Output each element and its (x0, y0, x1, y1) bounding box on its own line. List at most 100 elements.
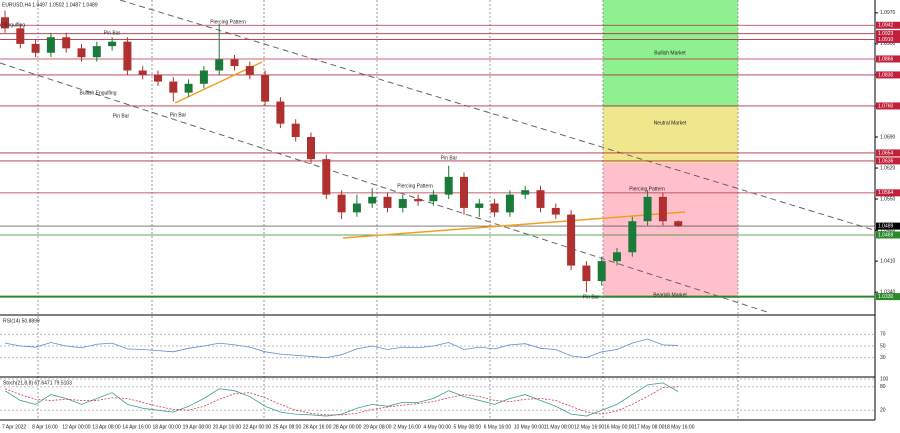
x-tick-label: 20 Apr 16:00 (213, 424, 242, 430)
candle-body (490, 203, 499, 213)
x-tick-label: 26 Apr 16:00 (303, 424, 332, 430)
annotation: Pin Bar (104, 30, 121, 36)
candle-body (414, 199, 423, 202)
x-tick-label: 18 Apr 00:00 (153, 424, 182, 430)
candle-body (1, 17, 9, 29)
candle-body (383, 196, 392, 208)
indicator-tick-label: 20 (880, 408, 886, 414)
annotation: Bullish Engulfing (80, 90, 117, 96)
level-label: 1.0910 (878, 37, 894, 43)
candle-body (138, 70, 147, 75)
x-tick-label: 10 May 00:00 (514, 424, 545, 430)
x-tick-label: 17 May 08:00 (634, 424, 665, 430)
candle-body (597, 261, 606, 282)
v-grid (37, 0, 739, 420)
candle-body (460, 176, 468, 208)
level-label: 1.0866 (878, 56, 894, 62)
indicator-tick-label: 30 (880, 355, 886, 361)
candle-body (674, 221, 683, 227)
level-box (876, 189, 900, 197)
stoch-title: Stoch(21,8,8) 67.6471 79.5103 (3, 380, 72, 386)
indicator-line (4, 382, 679, 417)
annotation: Pin Bar (583, 294, 600, 300)
indicator-tick-label: 80 (880, 384, 886, 390)
candle-body (245, 66, 254, 75)
indicator-line (4, 386, 679, 416)
candle-body (368, 196, 377, 204)
candle-body (521, 190, 530, 195)
x-tick-label: 14 Apr 16:00 (122, 424, 151, 430)
zone-label: Neutral Market (654, 120, 687, 126)
candle-body (505, 194, 514, 213)
level-label: 1.0636 (878, 158, 894, 164)
level-label: 1.0923 (878, 31, 894, 37)
chart-title: EURUSD,H4 1.0497 1.0502 1.0487 1.0489 (2, 2, 98, 8)
x-tick-label: 13 Apr 08:00 (92, 424, 121, 430)
candle-body (169, 81, 178, 93)
x-tick-label: 12 May 16:00 (574, 424, 605, 430)
x-tick-label: 29 Apr 08:00 (363, 424, 392, 430)
level-label: 1.0330 (878, 294, 894, 300)
candle-body (291, 123, 300, 137)
y-tick-label: 1.0970 (880, 10, 896, 16)
level-box (876, 157, 900, 165)
candle-body (658, 196, 667, 222)
trendline (342, 211, 686, 239)
candle-body (536, 190, 545, 208)
candle-body (261, 74, 270, 102)
zone-label: Bullish Market (654, 50, 686, 56)
annotation: Piercing Pattern (210, 19, 246, 25)
level-box (876, 102, 900, 110)
candle-body (322, 159, 331, 195)
bull-zone (603, 0, 738, 107)
level-label: 1.0489 (878, 223, 894, 229)
candle-body (108, 41, 117, 47)
x-tick-label: 28 Apr 00:00 (333, 424, 362, 430)
bear-zone (603, 163, 738, 298)
zone-label: Bearish Market (653, 292, 687, 298)
candle-body (429, 194, 438, 202)
x-tick-label: 18 May 16:00 (664, 424, 695, 430)
candle-body (643, 196, 652, 222)
y-tick-label: 1.0480 (880, 227, 896, 233)
level-box (876, 35, 900, 43)
x-tick-label: 2 May 16:00 (393, 424, 421, 430)
candle-body (276, 101, 285, 124)
level-label: 1.0654 (878, 150, 894, 156)
candle-body (398, 199, 407, 208)
candle-body (352, 203, 361, 213)
candle-body (16, 28, 25, 44)
indicator-tick-label: 70 (880, 332, 886, 338)
candle-body (184, 83, 193, 93)
indicator-tick-label: 100 (880, 376, 889, 382)
level-label: 1.0760 (878, 103, 894, 109)
y-tick-label: 1.0550 (880, 196, 896, 202)
candle-body (551, 207, 560, 215)
x-tick-label: 4 May 00:00 (423, 424, 451, 430)
channel-lower (0, 62, 771, 314)
x-tick-label: 12 Apr 00:00 (62, 424, 91, 430)
candle-body (46, 37, 55, 53)
y-tick-label: 1.0900 (880, 41, 896, 47)
x-tick-label: 16 May 00:00 (604, 424, 635, 430)
level-box (876, 222, 900, 230)
x-tick-label: 19 Apr 08:00 (183, 424, 212, 430)
level-box (876, 55, 900, 63)
candle-body (31, 43, 40, 53)
candle-body (123, 41, 132, 71)
level-label: 1.0942 (878, 23, 894, 29)
y-tick-label: 1.0690 (880, 134, 896, 140)
level-box (876, 293, 900, 301)
candle-body (62, 37, 71, 49)
y-tick-label: 1.0620 (880, 165, 896, 171)
y-tick-label: 1.0410 (880, 258, 896, 264)
annotation: Pin Bar (113, 113, 130, 119)
annotation: Pin Bar (170, 112, 187, 118)
candle-body (154, 74, 162, 82)
level-box (876, 149, 900, 157)
level-box (876, 30, 900, 38)
x-tick-label: 8 Apr 16:00 (32, 424, 58, 430)
candle-body (307, 136, 315, 160)
rsi-title: RSI(14) 50.8899 (3, 318, 40, 324)
